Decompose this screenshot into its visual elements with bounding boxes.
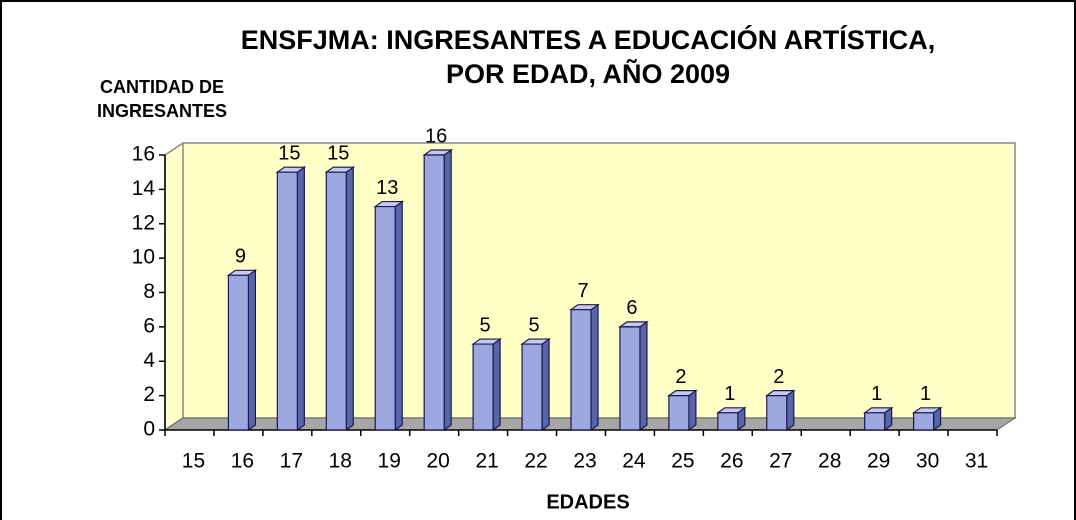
bar (764, 389, 796, 432)
x-tick-label: 15 (182, 450, 205, 473)
data-label: 1 (920, 383, 931, 405)
bar-front (374, 205, 396, 431)
x-axis-label: EDADES (546, 491, 629, 513)
chart-title: POR EDAD, AÑO 2009 (446, 58, 730, 89)
data-label: 7 (577, 280, 588, 302)
data-label: 5 (480, 314, 491, 336)
bar (569, 303, 600, 432)
bar-front (766, 395, 788, 431)
bar-front (276, 171, 298, 431)
y-tick-label: 2 (143, 383, 155, 406)
y-tick-label: 16 (132, 143, 155, 166)
bar-front (668, 395, 690, 431)
y-axis-label: CANTIDAD DE (100, 77, 224, 97)
data-label: 15 (327, 142, 349, 164)
bar (471, 337, 502, 432)
x-tick-label: 27 (769, 450, 792, 473)
data-label: 9 (235, 246, 246, 268)
bar (911, 406, 943, 432)
x-tick-label: 28 (818, 450, 841, 473)
x-tick-label: 18 (329, 450, 352, 473)
bar-front (619, 326, 641, 431)
bar (618, 320, 649, 432)
data-label: 15 (278, 142, 300, 164)
bar-side (639, 320, 648, 432)
y-tick-label: 14 (132, 177, 156, 200)
bar-side (590, 303, 599, 432)
bar-side (345, 166, 354, 432)
bar-side (492, 337, 501, 432)
data-label: 13 (376, 177, 398, 199)
data-label: 6 (626, 297, 637, 319)
bar (226, 269, 258, 432)
bar (324, 166, 356, 432)
data-label: 1 (871, 383, 882, 405)
x-tick-label: 25 (671, 450, 694, 473)
bar (422, 148, 454, 432)
x-tick-label: 29 (867, 450, 890, 473)
bar-front (521, 343, 543, 431)
bar-front (227, 274, 250, 431)
bar-side (541, 337, 550, 432)
bar (667, 389, 698, 432)
bar-front (472, 343, 494, 431)
y-tick-label: 8 (143, 280, 155, 303)
bar-side (296, 166, 305, 432)
data-label: 16 (425, 125, 447, 147)
bar-front (864, 412, 886, 431)
bar-front (325, 171, 347, 431)
data-label: 2 (773, 366, 784, 388)
bar-side (247, 269, 257, 432)
bar (520, 337, 551, 432)
x-tick-label: 30 (916, 450, 939, 473)
bar-side (443, 148, 452, 432)
bar-side (394, 200, 403, 432)
x-tick-label: 23 (573, 450, 596, 473)
y-tick-label: 0 (143, 418, 155, 441)
y-axis-label: INGRESANTES (97, 101, 227, 121)
bar-front (570, 309, 592, 431)
x-tick-label: 31 (965, 450, 988, 473)
x-tick-label: 21 (475, 450, 498, 473)
data-label: 2 (675, 366, 686, 388)
x-tick-label: 22 (524, 450, 547, 473)
bar (373, 200, 405, 432)
x-tick-label: 20 (426, 450, 449, 473)
bar-front (423, 154, 445, 431)
x-tick-label: 17 (280, 450, 303, 473)
y-tick-label: 10 (132, 246, 155, 269)
bar-front (912, 412, 935, 431)
x-tick-label: 26 (720, 450, 743, 473)
bar-side (786, 389, 795, 432)
data-label: 5 (528, 314, 539, 336)
bar-side (688, 389, 697, 432)
chart-title: ENSFJMA: INGRESANTES A EDUCACIÓN ARTÍSTI… (241, 24, 936, 55)
y-tick-label: 4 (143, 349, 155, 372)
x-tick-label: 19 (378, 450, 401, 473)
bar (715, 406, 747, 432)
x-tick-label: 16 (231, 450, 254, 473)
y-tick-label: 6 (143, 314, 155, 337)
data-label: 1 (724, 383, 735, 405)
bar-front (717, 412, 739, 431)
bar (275, 166, 307, 432)
x-tick-label: 24 (622, 450, 646, 473)
y-tick-label: 12 (132, 211, 155, 234)
bar (862, 406, 894, 432)
